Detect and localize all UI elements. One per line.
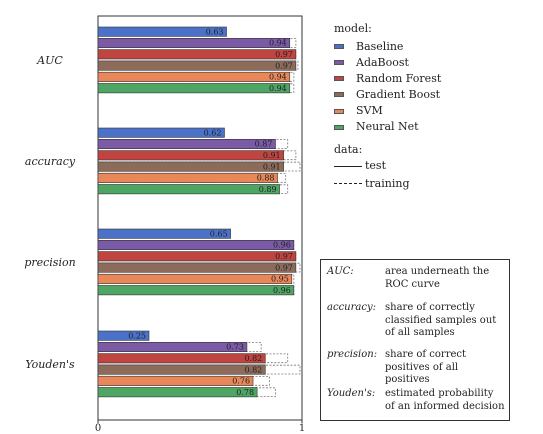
group-label: Youden's xyxy=(25,358,75,371)
glossary-row: precision: share of correct positives of … xyxy=(327,349,505,387)
test-bar xyxy=(97,353,266,364)
legend: model: Baseline AdaBoost Random Forest Grad… xyxy=(334,22,444,194)
bar-value-label: 0.78 xyxy=(236,388,254,397)
legend-swatch xyxy=(334,43,344,49)
x-tick-label: 0 xyxy=(95,423,101,434)
legend-label: AdaBoost xyxy=(356,55,409,69)
glossary-term: AUC: xyxy=(327,266,354,277)
legend-test-label: test xyxy=(365,159,386,173)
bar-value-label: 0.87 xyxy=(255,140,273,149)
metric-glossary: AUC: area underneath the ROC curve accurac… xyxy=(320,259,510,421)
legend-item: Gradient Boost xyxy=(334,88,444,102)
bar-value-label: 0.97 xyxy=(275,252,293,261)
bar-value-label: 0.94 xyxy=(269,39,287,48)
bar-value-label: 0.96 xyxy=(273,241,291,250)
bar-value-label: 0.82 xyxy=(244,365,262,374)
bar-value-label: 0.76 xyxy=(232,377,250,386)
test-bar xyxy=(97,150,284,161)
legend-label: Baseline xyxy=(356,39,404,53)
legend-training-item: training xyxy=(334,177,444,191)
legend-swatch xyxy=(334,59,344,65)
bar-value-label: 0.95 xyxy=(271,275,289,284)
test-bar xyxy=(97,161,284,172)
bar-value-label: 0.25 xyxy=(128,331,146,340)
test-bar xyxy=(97,37,291,48)
legend-swatch xyxy=(334,124,344,130)
test-bar xyxy=(97,330,150,341)
bar-value-label: 0.96 xyxy=(273,286,291,295)
bar-value-label: 0.97 xyxy=(275,61,293,70)
legend-item: Baseline xyxy=(334,40,444,54)
x-tick-label: 1 xyxy=(299,423,305,434)
legend-swatch xyxy=(334,76,344,82)
glossary-row: accuracy: share of correctly classified s… xyxy=(327,302,505,340)
test-bar xyxy=(97,273,293,284)
legend-label: SVM xyxy=(356,104,383,118)
test-bar xyxy=(97,364,266,375)
glossary-row: AUC: area underneath the ROC curve xyxy=(327,266,505,291)
bar-value-label: 0.63 xyxy=(206,27,224,36)
glossary-definition: share of correct positives of all positi… xyxy=(385,349,467,385)
legend-item: Random Forest xyxy=(334,72,444,86)
bar-value-label: 0.91 xyxy=(263,162,281,171)
group-label: precision xyxy=(24,256,75,269)
test-bar xyxy=(97,387,258,398)
legend-label: Gradient Boost xyxy=(356,88,441,102)
glossary-definition: area underneath the ROC curve xyxy=(385,266,490,290)
legend-label: Neural Net xyxy=(356,120,419,134)
bar-value-label: 0.62 xyxy=(204,128,222,137)
legend-test-item: test xyxy=(334,159,444,173)
test-bar xyxy=(97,375,254,386)
group-label: AUC xyxy=(36,54,63,67)
test-bar xyxy=(97,60,297,71)
legend-data-heading: data: xyxy=(334,142,363,156)
test-bar xyxy=(97,228,231,239)
test-bar xyxy=(97,262,297,273)
bar-value-label: 0.73 xyxy=(226,343,244,352)
bar-value-label: 0.88 xyxy=(257,174,275,183)
bar-value-label: 0.89 xyxy=(259,185,277,194)
legend-label: Random Forest xyxy=(356,71,442,85)
test-bar xyxy=(97,184,280,195)
glossary-term: accuracy: xyxy=(327,302,376,313)
legend-item: Neural Net xyxy=(334,120,444,134)
glossary-definition: estimated probability of an informed dec… xyxy=(385,388,505,412)
bar-value-label: 0.91 xyxy=(263,151,281,160)
test-bar xyxy=(97,26,227,37)
test-bar xyxy=(97,172,278,183)
bar-value-label: 0.94 xyxy=(269,84,287,93)
bar-value-label: 0.65 xyxy=(210,229,228,238)
test-bar xyxy=(97,71,291,82)
test-bar xyxy=(97,127,225,138)
test-bar xyxy=(97,240,295,251)
plot-frame xyxy=(97,15,303,421)
legend-item: SVM xyxy=(334,104,444,118)
glossary-term: Youden's: xyxy=(327,388,376,399)
group-label: accuracy xyxy=(25,155,76,168)
legend-model-heading: model: xyxy=(334,22,372,35)
legend-swatch xyxy=(334,92,344,98)
test-bar xyxy=(97,285,295,296)
test-bar xyxy=(97,341,248,352)
test-bar xyxy=(97,83,291,94)
bar-value-label: 0.97 xyxy=(275,263,293,272)
bar-value-label: 0.97 xyxy=(275,50,293,59)
dashed-line-icon xyxy=(334,183,362,185)
test-bar xyxy=(97,49,297,60)
bar-value-label: 0.82 xyxy=(244,354,262,363)
glossary-row: Youden's: estimated probability of an inf… xyxy=(327,388,505,413)
test-bar xyxy=(97,251,297,262)
bar-value-label: 0.94 xyxy=(269,73,287,82)
legend-item: AdaBoost xyxy=(334,56,444,70)
test-bar xyxy=(97,139,276,150)
glossary-term: precision: xyxy=(327,349,378,360)
glossary-definition: share of correctly classified samples ou… xyxy=(385,302,497,338)
legend-training-label: training xyxy=(365,176,410,190)
legend-swatch xyxy=(334,108,344,114)
solid-line-icon xyxy=(334,165,362,167)
